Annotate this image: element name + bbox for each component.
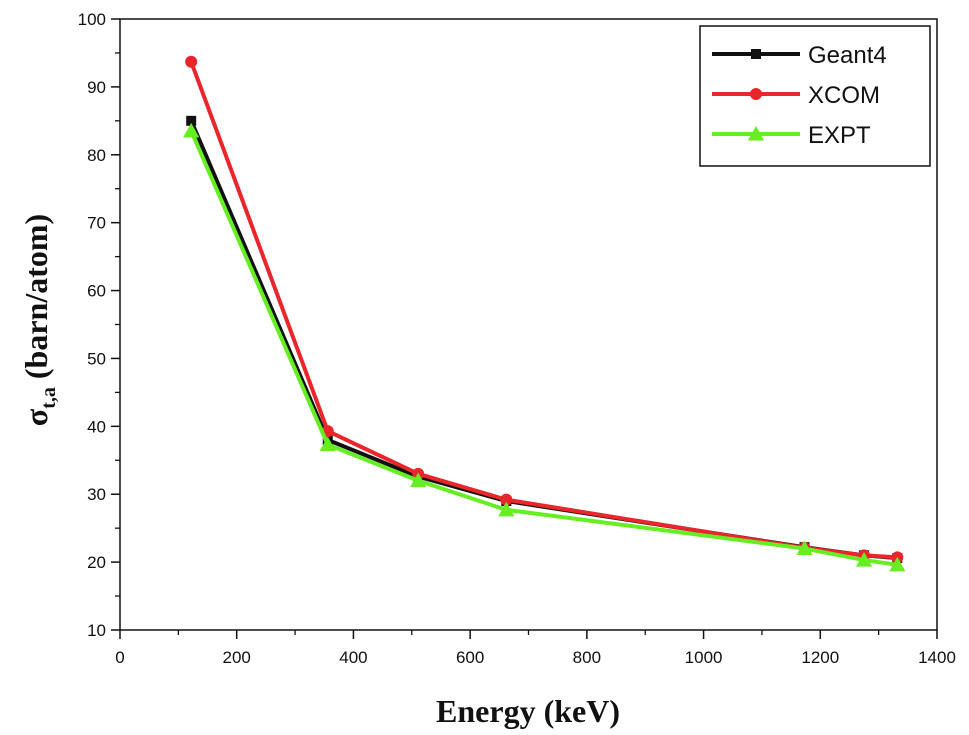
x-tick-label: 0 <box>115 648 124 667</box>
legend-marker-expt <box>747 125 765 141</box>
series-layer <box>183 55 906 572</box>
y-tick-label: 100 <box>78 10 106 29</box>
legend-label-expt: EXPT <box>808 122 871 149</box>
data-point-expt <box>855 551 873 567</box>
legend-item-xcom: XCOM <box>712 82 880 109</box>
data-point-expt <box>183 122 200 138</box>
x-tick-label: 1000 <box>685 648 723 667</box>
x-axis-title: Energy (keV) <box>436 693 620 729</box>
y-tick-label: 40 <box>87 417 106 436</box>
y-tick-label: 70 <box>87 214 106 233</box>
x-axis-ticks: 0 200 400 600 800 1000 1200 1400 <box>115 630 956 667</box>
x-tick-label: 800 <box>573 648 601 667</box>
data-point-expt <box>498 501 515 517</box>
series-expt <box>183 122 906 572</box>
y-axis-title: σt,a (barn/atom) <box>18 214 60 426</box>
data-point-xcom <box>185 55 198 68</box>
y-tick-label: 30 <box>87 485 106 504</box>
y-axis-title-unit: (barn/atom) <box>18 214 54 387</box>
x-tick-label: 400 <box>339 648 367 667</box>
x-tick-label: 1400 <box>918 648 956 667</box>
y-tick-label: 20 <box>87 553 106 572</box>
legend-marker-geant4 <box>751 49 761 59</box>
data-point-xcom <box>500 493 513 506</box>
legend-item-geant4: Geant4 <box>712 42 887 69</box>
x-tick-label: 1200 <box>801 648 839 667</box>
y-tick-label: 60 <box>87 282 106 301</box>
y-axis-title-subscript: t,a <box>38 387 60 409</box>
legend-label-xcom: XCOM <box>808 82 880 109</box>
data-point-expt <box>319 436 336 452</box>
data-point-expt <box>889 556 906 572</box>
legend-marker-xcom <box>750 88 762 100</box>
x-tick-label: 200 <box>223 648 251 667</box>
y-axis-title-symbol: σ <box>18 408 54 426</box>
y-tick-label: 80 <box>87 146 106 165</box>
y-tick-label: 50 <box>87 349 106 368</box>
data-point-expt <box>796 540 813 556</box>
minor-ticks <box>115 52 880 635</box>
y-tick-label: 10 <box>87 621 106 640</box>
y-tick-label: 90 <box>87 78 106 97</box>
legend: Geant4 XCOM EXPT <box>699 25 931 167</box>
legend-items: Geant4 XCOM EXPT <box>712 42 887 149</box>
data-point-expt <box>410 472 427 488</box>
series-line-geant4 <box>189 120 898 561</box>
legend-label-geant4: Geant4 <box>808 42 887 69</box>
y-axis-ticks: 10 20 30 40 50 60 70 80 90 100 <box>78 10 120 640</box>
x-tick-label: 600 <box>456 648 484 667</box>
data-point-geant4 <box>186 115 197 126</box>
legend-item-expt: EXPT <box>712 122 871 149</box>
